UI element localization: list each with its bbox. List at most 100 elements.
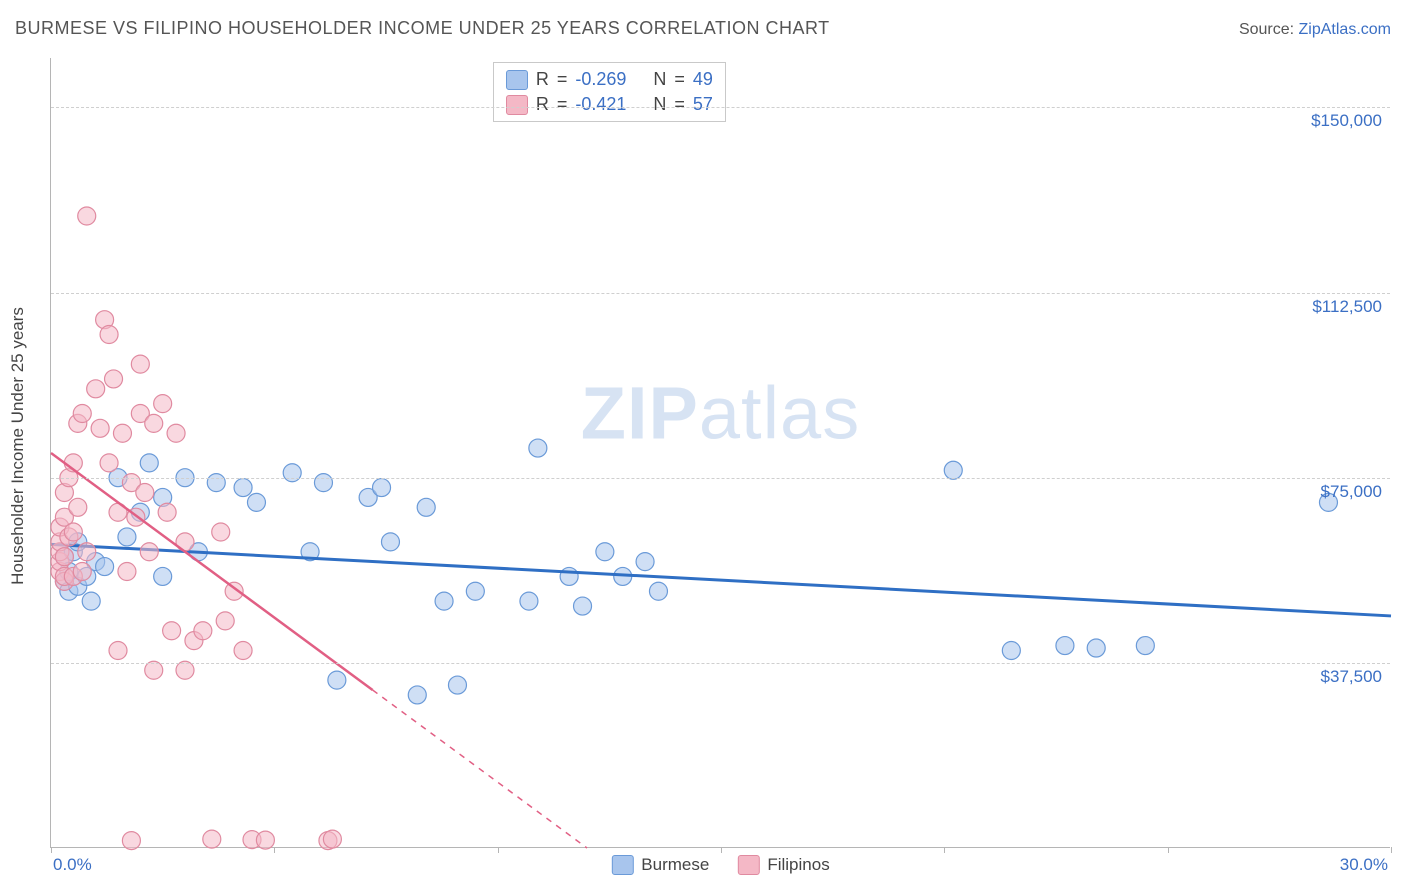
data-point-burmese: [649, 582, 667, 600]
legend-item-filipinos: Filipinos: [737, 855, 829, 875]
chart-title: BURMESE VS FILIPINO HOUSEHOLDER INCOME U…: [15, 18, 830, 39]
y-axis-label: Householder Income Under 25 years: [8, 307, 28, 585]
data-point-filipinos: [234, 642, 252, 660]
data-point-burmese: [529, 439, 547, 457]
data-point-filipinos: [176, 661, 194, 679]
data-point-burmese: [140, 454, 158, 472]
y-tick-label: $75,000: [1321, 482, 1382, 502]
data-point-burmese: [82, 592, 100, 610]
data-point-burmese: [448, 676, 466, 694]
data-point-filipinos: [122, 832, 140, 850]
data-point-burmese: [636, 553, 654, 571]
legend-item-burmese: Burmese: [611, 855, 709, 875]
data-point-filipinos: [131, 355, 149, 373]
gridline: [51, 663, 1390, 664]
data-point-filipinos: [118, 563, 136, 581]
x-tick: [51, 847, 52, 853]
data-point-burmese: [207, 474, 225, 492]
data-point-filipinos: [105, 370, 123, 388]
x-tick: [1391, 847, 1392, 853]
data-point-filipinos: [78, 543, 96, 561]
gridline: [51, 107, 1390, 108]
data-point-burmese: [328, 671, 346, 689]
data-point-burmese: [520, 592, 538, 610]
data-point-filipinos: [113, 424, 131, 442]
data-point-filipinos: [100, 326, 118, 344]
legend: Burmese Filipinos: [611, 855, 829, 875]
data-point-burmese: [560, 567, 578, 585]
data-point-filipinos: [109, 642, 127, 660]
data-point-filipinos: [256, 831, 274, 849]
data-point-filipinos: [163, 622, 181, 640]
data-point-filipinos: [194, 622, 212, 640]
legend-label: Burmese: [641, 855, 709, 875]
x-tick: [1168, 847, 1169, 853]
scatter-plot-area: ZIPatlas R=-0.269N=49R=-0.421N=57 Burmes…: [50, 58, 1390, 848]
data-point-filipinos: [158, 503, 176, 521]
data-point-burmese: [283, 464, 301, 482]
y-tick-label: $150,000: [1311, 111, 1382, 131]
data-point-burmese: [1087, 639, 1105, 657]
x-tick: [944, 847, 945, 853]
data-point-filipinos: [203, 830, 221, 848]
data-point-filipinos: [136, 484, 154, 502]
x-axis-max-label: 30.0%: [1340, 855, 1388, 875]
data-point-filipinos: [91, 419, 109, 437]
regression-line-burmese: [51, 544, 1391, 616]
swatch-filipinos: [506, 95, 528, 115]
data-point-filipinos: [55, 548, 73, 566]
data-point-filipinos: [69, 498, 87, 516]
chart-source: Source: ZipAtlas.com: [1239, 21, 1391, 39]
x-tick: [721, 847, 722, 853]
data-point-filipinos: [73, 405, 91, 423]
data-point-burmese: [1136, 637, 1154, 655]
swatch-burmese: [611, 855, 633, 875]
data-point-filipinos: [145, 661, 163, 679]
data-point-burmese: [96, 558, 114, 576]
data-point-burmese: [408, 686, 426, 704]
data-point-filipinos: [167, 424, 185, 442]
gridline: [51, 293, 1390, 294]
regression-line-filipinos-dashed: [373, 690, 587, 848]
y-tick-label: $112,500: [1312, 297, 1382, 317]
x-tick: [274, 847, 275, 853]
data-point-burmese: [118, 528, 136, 546]
source-link[interactable]: ZipAtlas.com: [1299, 21, 1391, 38]
legend-label: Filipinos: [767, 855, 829, 875]
data-point-filipinos: [64, 523, 82, 541]
data-point-filipinos: [154, 395, 172, 413]
data-point-filipinos: [216, 612, 234, 630]
data-point-burmese: [247, 493, 265, 511]
data-point-burmese: [154, 567, 172, 585]
stats-row-filipinos: R=-0.421N=57: [506, 92, 713, 117]
data-point-burmese: [435, 592, 453, 610]
data-point-filipinos: [140, 543, 158, 561]
data-point-burmese: [373, 479, 391, 497]
data-point-burmese: [596, 543, 614, 561]
gridline: [51, 478, 1390, 479]
data-point-burmese: [574, 597, 592, 615]
data-point-burmese: [314, 474, 332, 492]
stats-row-burmese: R=-0.269N=49: [506, 67, 713, 92]
data-point-filipinos: [145, 414, 163, 432]
data-point-filipinos: [78, 207, 96, 225]
data-point-filipinos: [323, 830, 341, 848]
swatch-filipinos: [737, 855, 759, 875]
data-point-burmese: [417, 498, 435, 516]
x-axis-min-label: 0.0%: [53, 855, 92, 875]
data-point-filipinos: [212, 523, 230, 541]
data-point-filipinos: [73, 563, 91, 581]
y-tick-label: $37,500: [1321, 667, 1382, 687]
data-point-filipinos: [100, 454, 118, 472]
data-point-burmese: [1002, 642, 1020, 660]
data-point-burmese: [381, 533, 399, 551]
chart-svg: [51, 58, 1390, 847]
x-tick: [498, 847, 499, 853]
data-point-burmese: [466, 582, 484, 600]
correlation-stats-box: R=-0.269N=49R=-0.421N=57: [493, 62, 726, 122]
data-point-burmese: [944, 461, 962, 479]
data-point-burmese: [234, 479, 252, 497]
swatch-burmese: [506, 70, 528, 90]
data-point-filipinos: [87, 380, 105, 398]
data-point-burmese: [1056, 637, 1074, 655]
